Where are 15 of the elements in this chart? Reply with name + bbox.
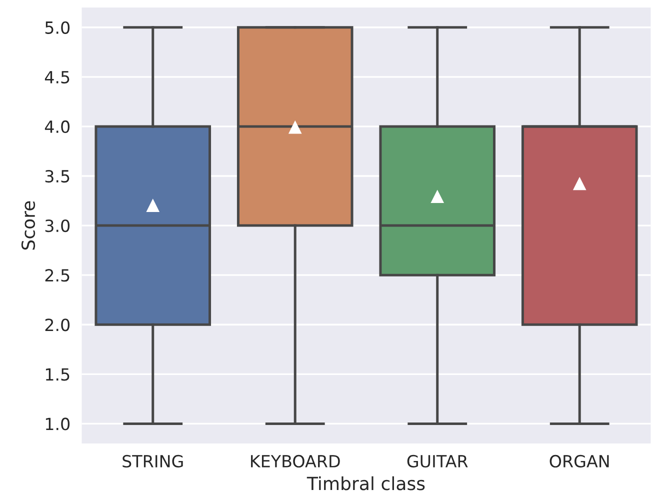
y-tick-label: 4.0	[44, 120, 70, 134]
y-tick-label: 4.5	[44, 71, 70, 84]
y-tick-label: 5.0	[45, 21, 70, 34]
x-axis-title: Timbral class	[306, 476, 425, 490]
y-tick-label: 2.5	[45, 269, 70, 282]
y-axis-title: Score	[21, 201, 36, 250]
x-tick-label: STRING	[122, 454, 183, 468]
y-tick-label: 2.0	[45, 318, 70, 332]
y-tick-label: 3.0	[45, 220, 70, 232]
y-tick-label: 1.5	[46, 368, 70, 381]
x-tick-label: GUITAR	[407, 454, 468, 468]
y-tick-label: 3.5	[45, 170, 70, 183]
x-tick-label: ORGAN	[550, 454, 609, 468]
x-tick-label: KEYBOARD	[251, 454, 340, 468]
y-tick-label: 1.0	[46, 418, 70, 430]
